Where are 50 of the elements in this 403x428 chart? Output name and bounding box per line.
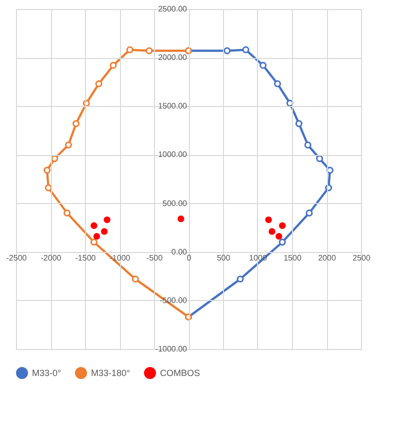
point	[126, 46, 134, 54]
point	[278, 222, 286, 229]
x-tick-label: -2500	[6, 253, 28, 262]
y-tick-label: -500.00	[160, 296, 188, 305]
point	[95, 80, 102, 88]
point	[178, 215, 184, 222]
point	[295, 120, 302, 128]
x-tick-label: -2000	[40, 253, 62, 262]
x-tick-label: -500	[146, 253, 164, 262]
point	[110, 62, 117, 69]
y-tick-label: 1500.00	[158, 102, 188, 111]
point	[44, 166, 51, 174]
y-tick-label: 1000.00	[158, 150, 188, 160]
point	[236, 276, 244, 283]
point	[104, 216, 110, 224]
x-tick-label: 2000	[318, 253, 336, 262]
point	[90, 238, 98, 246]
point	[64, 142, 72, 148]
point	[100, 228, 108, 235]
point	[242, 46, 250, 54]
x-tick-label: 2500	[352, 253, 371, 262]
point	[224, 47, 231, 54]
point	[278, 238, 286, 246]
point	[44, 184, 52, 192]
point	[146, 47, 153, 54]
point	[268, 228, 276, 235]
point	[316, 155, 324, 162]
y-tick-label: -1000.00	[155, 344, 188, 354]
point	[274, 80, 281, 88]
point	[72, 120, 80, 128]
x-tick-label: -1500	[75, 253, 96, 262]
point	[276, 232, 282, 240]
point	[64, 210, 71, 216]
y-tick-label: 2500.00	[158, 4, 188, 14]
y-tick-label: 2000.00	[158, 53, 188, 62]
point	[90, 222, 98, 229]
point	[260, 62, 267, 69]
legend-label: M33-180°	[91, 368, 131, 378]
point	[304, 142, 312, 148]
legend-label: M33-0°	[32, 368, 62, 378]
point	[306, 210, 313, 216]
x-tick-label: 1500	[284, 253, 302, 262]
x-tick-label: 500	[216, 253, 231, 262]
point	[265, 216, 272, 224]
legend-label: COMBOS	[160, 368, 200, 378]
point	[132, 276, 139, 283]
point	[93, 232, 100, 240]
y-tick-label: 0.00	[171, 247, 188, 256]
y-tick-label: 500.00	[162, 198, 188, 208]
x-tick-label: 0	[186, 253, 192, 262]
